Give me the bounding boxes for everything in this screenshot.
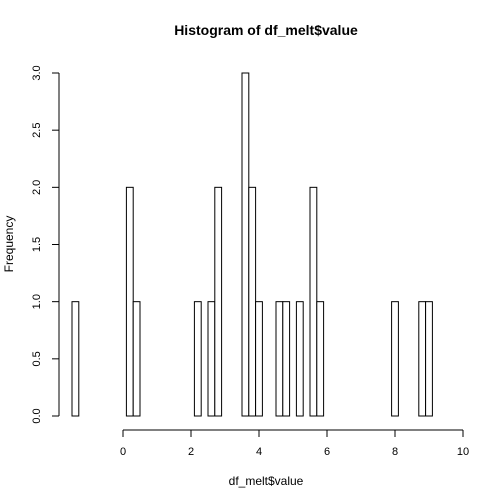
histogram-bar — [132, 301, 141, 417]
chart-title: Histogram of df_melt$value — [174, 22, 358, 38]
x-tick-label: 8 — [392, 446, 398, 458]
y-tick-label: 1.0 — [31, 294, 43, 309]
histogram-bar — [255, 301, 263, 417]
histogram-bar — [295, 301, 304, 417]
histogram-bar — [125, 186, 134, 417]
y-tick-label: 0.0 — [31, 408, 43, 423]
y-tick-label: 0.5 — [31, 351, 43, 366]
x-axis: 0 2 4 6 8 10 — [120, 429, 469, 458]
histogram-bar — [316, 301, 325, 417]
y-tick-label: 3.0 — [31, 65, 43, 80]
histogram-bar — [207, 301, 216, 417]
y-axis: 0.0 0.5 1.0 1.5 2.0 2.5 3.0 — [31, 65, 60, 424]
y-axis-label: Frequency — [2, 216, 16, 273]
histogram-bar — [241, 72, 250, 417]
x-tick-label: 4 — [256, 446, 262, 458]
histogram-bar — [214, 186, 223, 417]
histogram-bar — [71, 301, 80, 417]
histogram-bar — [248, 186, 257, 417]
y-tick-label: 2.0 — [31, 180, 43, 195]
histogram-bar — [282, 301, 291, 417]
x-tick-label: 2 — [188, 446, 194, 458]
x-tick-label: 6 — [324, 446, 330, 458]
histogram-bar — [418, 301, 427, 417]
x-tick-label: 0 — [120, 446, 126, 458]
histogram-bar — [425, 301, 433, 417]
y-tick-label: 1.5 — [31, 237, 43, 252]
histogram-bars — [71, 72, 433, 417]
histogram-bar — [309, 186, 318, 417]
x-tick-label: 10 — [457, 446, 469, 458]
y-tick-label: 2.5 — [31, 123, 43, 138]
histogram-bar — [391, 301, 399, 417]
x-axis-label: df_melt$value — [229, 474, 304, 488]
histogram-bar — [275, 301, 284, 417]
histogram-bar — [193, 301, 202, 417]
